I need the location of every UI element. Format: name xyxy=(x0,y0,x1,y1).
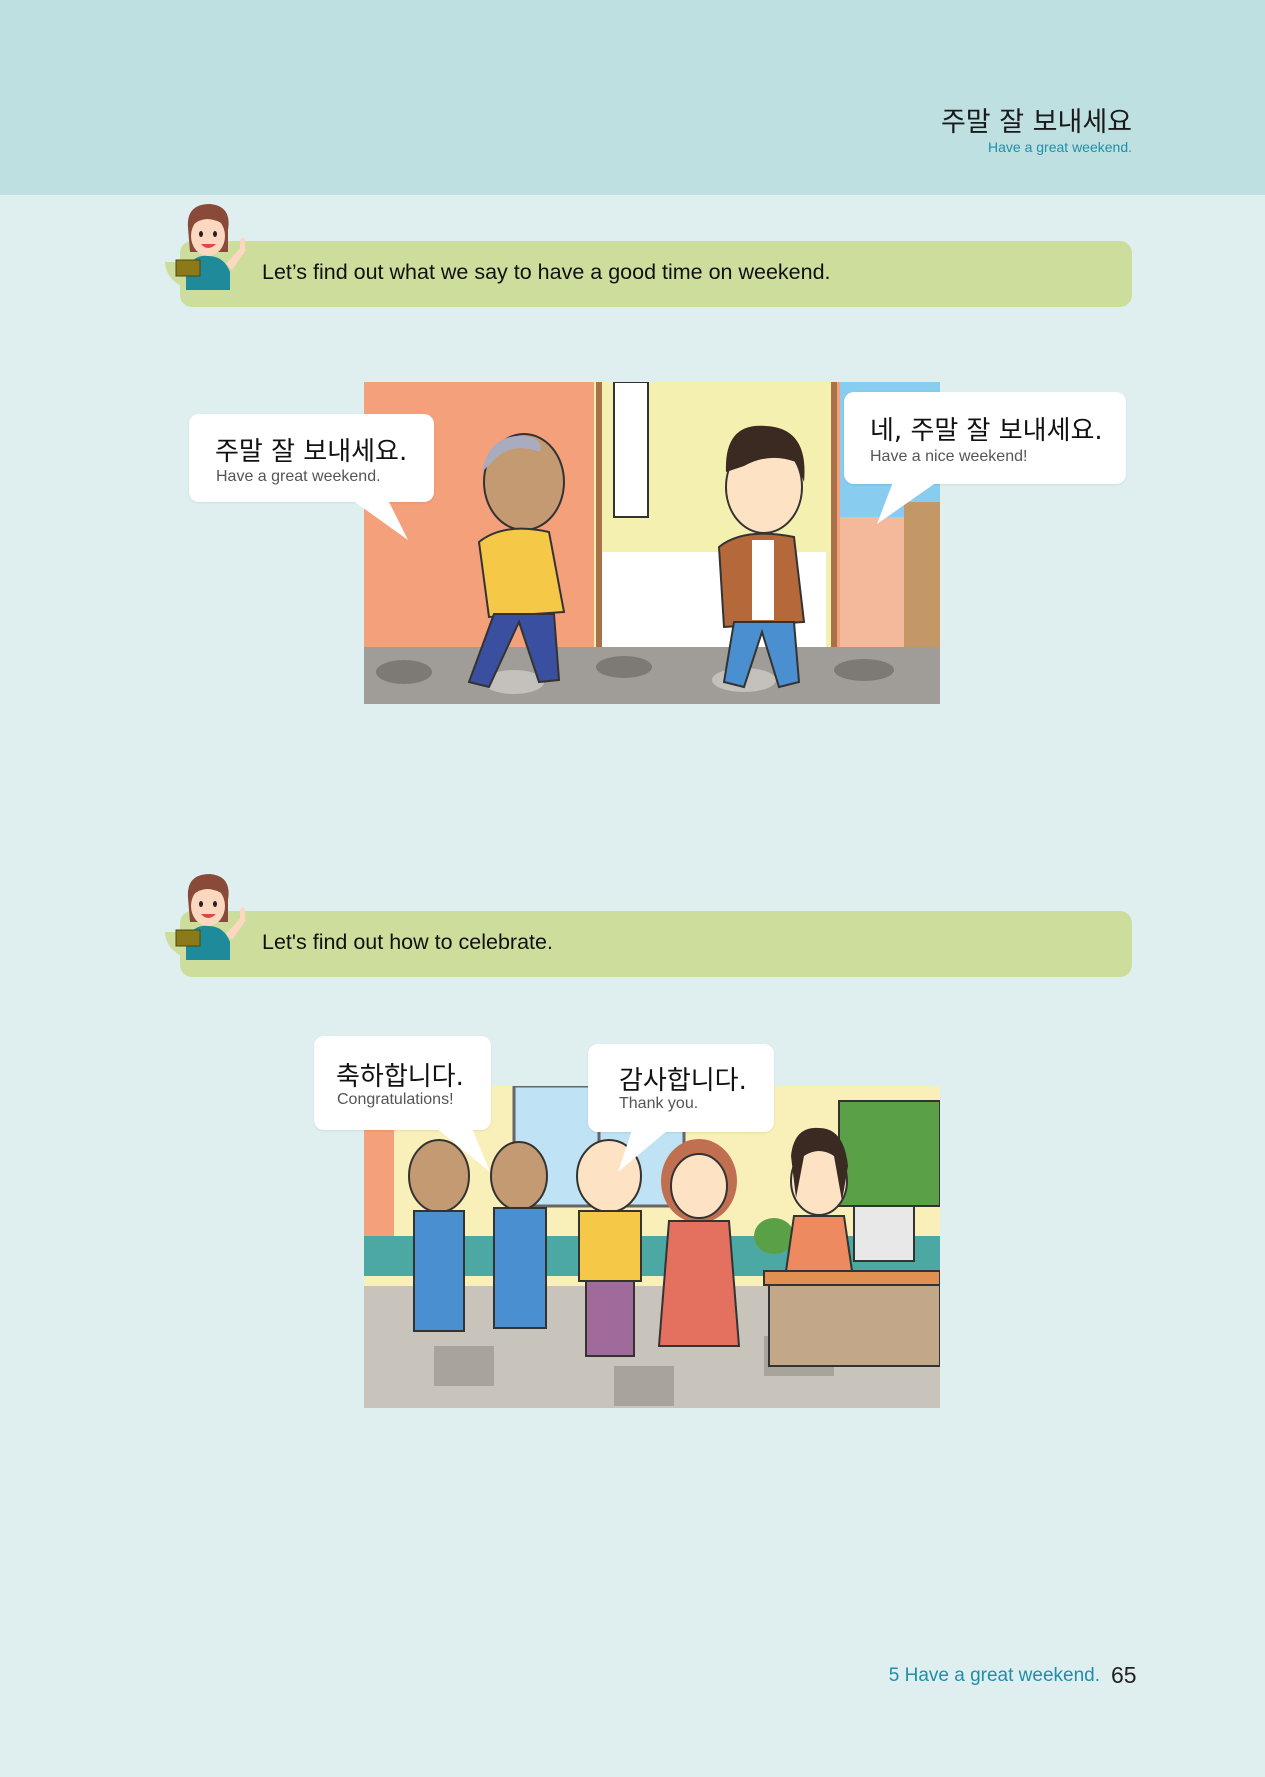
speech-bubble-right: 네, 주말 잘 보내세요. Have a nice weekend! xyxy=(844,392,1126,484)
page-number: 65 xyxy=(1111,1662,1137,1688)
bubble-tail-icon xyxy=(877,482,937,524)
speech-bubble-left: 축하합니다. Congratulations! xyxy=(314,1036,491,1130)
bubble-korean-text: 주말 잘 보내세요. xyxy=(215,437,408,467)
bubble-korean-text: 네, 주말 잘 보내세요. xyxy=(870,416,1103,446)
section2-banner xyxy=(180,911,1132,977)
speech-bubble-left: 주말 잘 보내세요. Have a great weekend. xyxy=(189,414,434,502)
bubble-english-text: Have a nice weekend! xyxy=(870,448,1028,465)
bubble-tail-icon xyxy=(618,1130,668,1172)
page-subtitle: Have a great weekend. xyxy=(988,139,1132,155)
teacher-icon xyxy=(175,874,246,960)
bubble-korean-text: 감사합니다. xyxy=(619,1066,747,1096)
section1-banner xyxy=(180,241,1132,307)
chapter-footer: 5 Have a great weekend. xyxy=(888,1665,1100,1686)
teacher-icon xyxy=(175,204,246,290)
bubble-tail-icon xyxy=(352,500,408,540)
bubble-korean-text: 축하합니다. xyxy=(336,1062,464,1092)
section2-banner-text: Let's find out how to celebrate. xyxy=(262,930,553,954)
bubble-tail-icon xyxy=(436,1128,490,1172)
header-band xyxy=(0,0,1265,195)
bubble-english-text: Thank you. xyxy=(619,1095,699,1112)
page-title: 주말 잘 보내세요 xyxy=(940,107,1132,138)
speech-bubble-right: 감사합니다. Thank you. xyxy=(588,1044,774,1132)
section1-banner-text: Let’s find out what we say to have a goo… xyxy=(262,260,831,284)
bubble-english-text: Congratulations! xyxy=(337,1091,454,1108)
bubble-english-text: Have a great weekend. xyxy=(216,468,381,485)
